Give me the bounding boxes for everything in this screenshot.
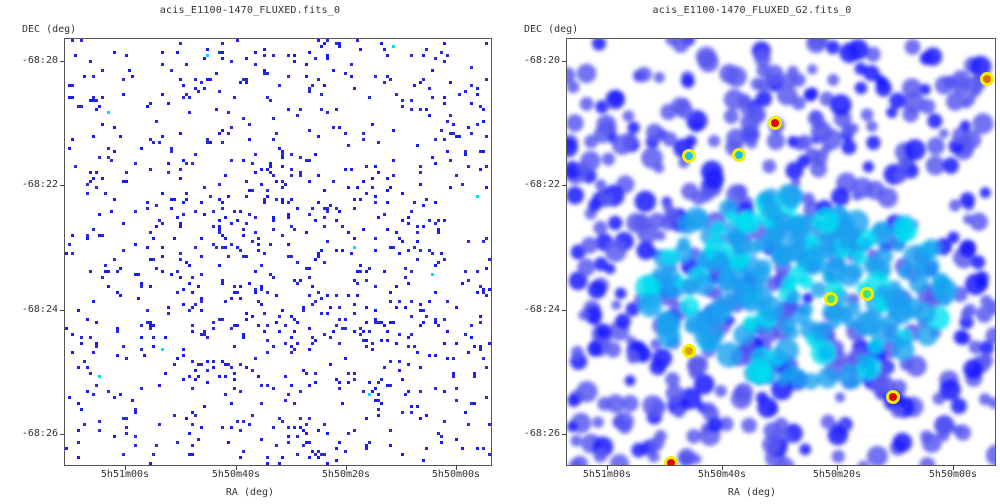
y-tick-mark: [60, 61, 65, 62]
x-tick-label: 5h50m20s: [812, 469, 862, 480]
y-tick-label: -68:22: [523, 179, 560, 190]
raw-event-canvas: [65, 39, 491, 465]
raw-image-panel: acis_E1100-1470_FLUXED.fits_0 DEC (deg) …: [21, 5, 492, 498]
x-tick-mark: [837, 465, 838, 470]
y-tick-mark: [562, 434, 567, 435]
x-tick-mark: [346, 465, 347, 470]
y-tick-mark: [562, 310, 567, 311]
x-tick-mark: [722, 465, 723, 470]
x-tick-label: 5h50m00s: [431, 469, 481, 480]
y-tick-label: -68:26: [21, 428, 58, 439]
x-tick-mark: [607, 465, 608, 470]
y-tick-mark: [60, 310, 65, 311]
y-tick-mark: [60, 434, 65, 435]
raw-event-image[interactable]: [64, 38, 492, 466]
x-tick-mark: [456, 465, 457, 470]
y-tick-label: -68:20: [523, 55, 560, 66]
x-axis-label: RA (deg): [727, 487, 777, 498]
smoothed-image-panel: acis_E1100-1470_FLUXED_G2.fits_0 DEC (de…: [502, 0, 1000, 504]
smoothed-canvas: [567, 39, 995, 465]
y-tick-label: -68:24: [523, 304, 560, 315]
x-tick-label: 5h50m20s: [321, 469, 371, 480]
y-tick-label: -68:26: [523, 428, 560, 439]
x-tick-label: 5h50m00s: [928, 469, 978, 480]
y-tick-mark: [562, 185, 567, 186]
x-tick-label: 5h51m00s: [582, 469, 632, 480]
x-tick-label: 5h51m00s: [100, 469, 150, 480]
y-tick-label: -68:20: [21, 55, 58, 66]
y-tick-label: -68:24: [21, 304, 58, 315]
smoothed-image[interactable]: [566, 38, 996, 466]
x-axis-label: RA (deg): [225, 487, 275, 498]
panel-title: acis_E1100-1470_FLUXED_G2.fits_0: [652, 5, 852, 16]
y-tick-mark: [562, 61, 567, 62]
x-tick-mark: [953, 465, 954, 470]
x-tick-label: 5h50m40s: [697, 469, 747, 480]
y-tick-label: -68:22: [21, 179, 58, 190]
y-tick-mark: [60, 185, 65, 186]
x-tick-mark: [125, 465, 126, 470]
y-axis-label: DEC (deg): [22, 24, 77, 35]
panel-title: acis_E1100-1470_FLUXED.fits_0: [159, 5, 341, 16]
x-tick-mark: [236, 465, 237, 470]
y-axis-label: DEC (deg): [524, 24, 579, 35]
x-tick-label: 5h50m40s: [211, 469, 261, 480]
